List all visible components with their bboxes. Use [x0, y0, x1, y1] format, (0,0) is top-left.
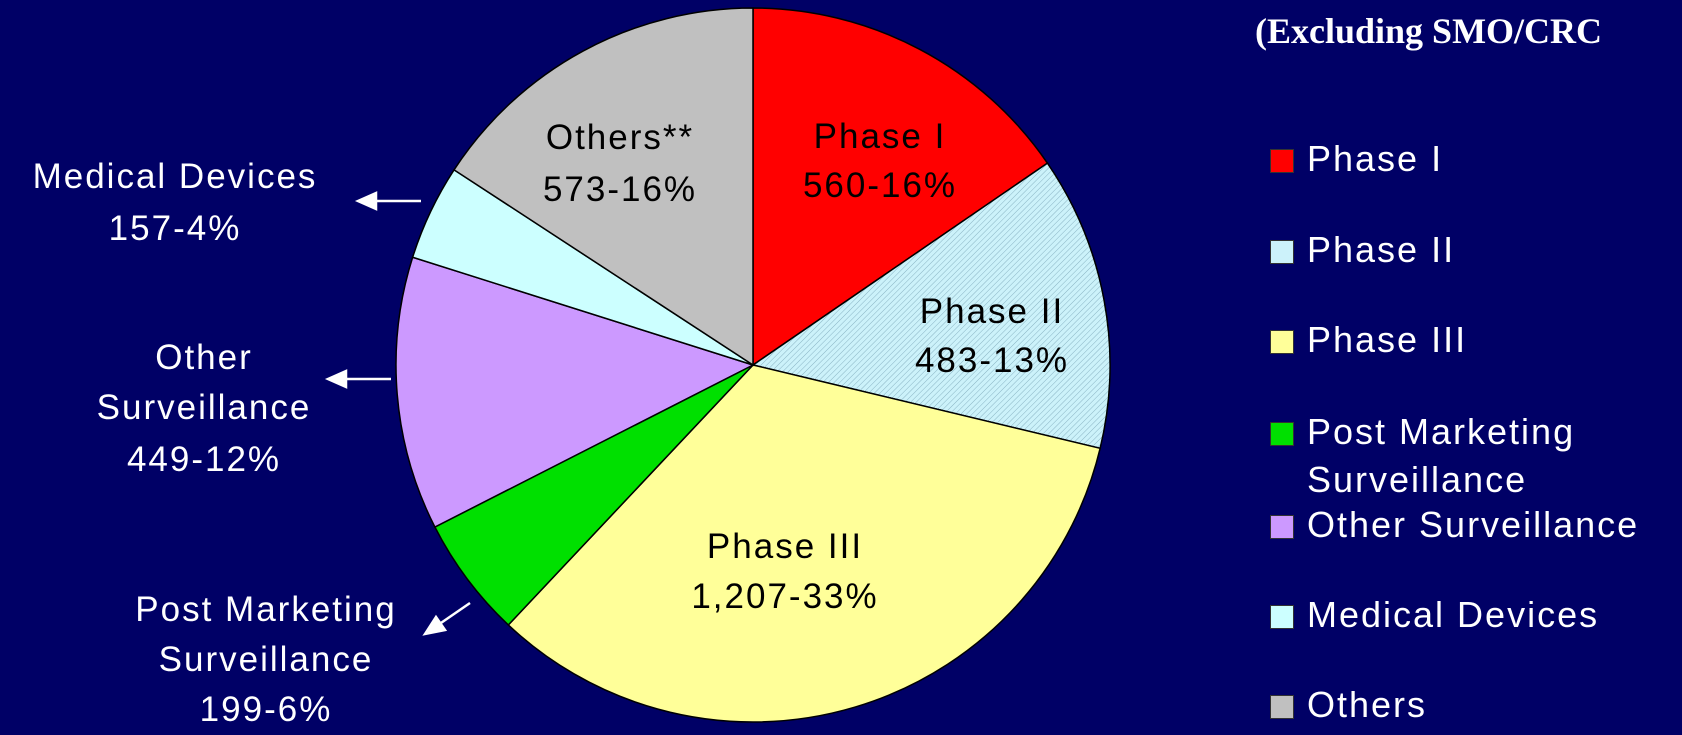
value-label: 573-16%: [542, 170, 698, 209]
slice-label: Other Surveillance: [96, 338, 312, 427]
slice: [751, 162, 1111, 450]
slice-label: Medical Devices: [32, 157, 318, 196]
arrow: [437, 601, 471, 627]
value-label: 1,207-33%: [691, 577, 879, 616]
arrow-head: [354, 191, 378, 211]
slice: [453, 7, 754, 367]
value-label: 199-6%: [199, 690, 333, 729]
slice-label: Phase II: [919, 292, 1065, 331]
legend-label: Phase III: [1307, 319, 1468, 360]
legend-swatch: [1270, 605, 1294, 629]
legend-label: Post Marketing Surveillance: [1307, 411, 1576, 500]
slice: [507, 364, 1102, 723]
legend-label: Others: [1307, 684, 1428, 725]
legend-swatch: [1270, 149, 1294, 173]
legend-swatch: [1270, 515, 1294, 539]
legend-label: Phase I: [1307, 138, 1444, 179]
legend-label: Phase II: [1307, 229, 1456, 270]
arrow-head: [422, 614, 448, 636]
legend-swatch: [1270, 695, 1294, 719]
arrow-head: [324, 369, 348, 389]
arrows: [324, 191, 471, 636]
legend-swatch: [1270, 330, 1294, 354]
legend-swatch: [1270, 422, 1294, 446]
pie: [395, 7, 1111, 723]
slice-label: Phase III: [706, 527, 864, 566]
legend-label: Other Surveillance: [1307, 504, 1640, 545]
subtitle: (Excluding SMO/CRC: [1255, 11, 1603, 51]
legend-swatch: [1270, 240, 1294, 264]
slice-label: Phase I: [813, 117, 947, 156]
slice-label: Others**: [545, 118, 695, 157]
slice-label: Post Marketing Surveillance: [135, 590, 397, 679]
slice: [395, 256, 755, 529]
value-label: 560-16%: [802, 166, 958, 205]
legend-label: Medical Devices: [1307, 594, 1600, 635]
value-label: 449-12%: [126, 440, 282, 479]
value-label: 483-13%: [914, 341, 1070, 380]
slice: [752, 7, 1049, 367]
value-label: 157-4%: [108, 209, 242, 248]
